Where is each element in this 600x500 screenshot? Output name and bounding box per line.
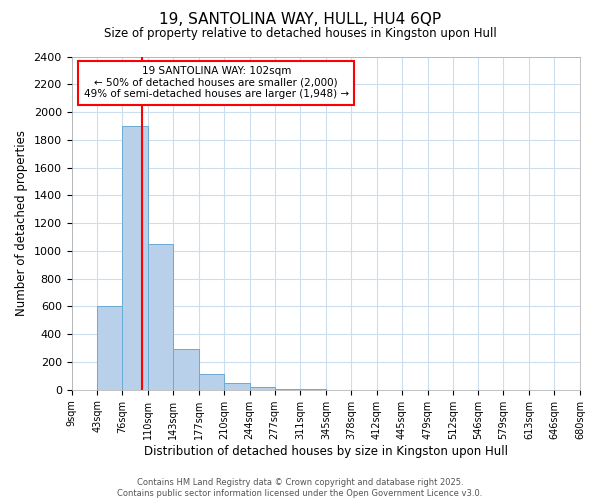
Bar [97, 306, 122, 390]
Bar [199, 374, 224, 390]
Bar [224, 384, 250, 390]
X-axis label: Distribution of detached houses by size in Kingston upon Hull: Distribution of detached houses by size … [144, 444, 508, 458]
Text: 19, SANTOLINA WAY, HULL, HU4 6QP: 19, SANTOLINA WAY, HULL, HU4 6QP [159, 12, 441, 28]
Bar [122, 126, 148, 390]
Text: Size of property relative to detached houses in Kingston upon Hull: Size of property relative to detached ho… [104, 28, 496, 40]
Bar [250, 387, 275, 390]
Y-axis label: Number of detached properties: Number of detached properties [15, 130, 28, 316]
Bar [148, 244, 173, 390]
Bar [173, 350, 199, 390]
Text: 19 SANTOLINA WAY: 102sqm
← 50% of detached houses are smaller (2,000)
49% of sem: 19 SANTOLINA WAY: 102sqm ← 50% of detach… [84, 66, 349, 100]
Bar [275, 389, 301, 390]
Text: Contains HM Land Registry data © Crown copyright and database right 2025.
Contai: Contains HM Land Registry data © Crown c… [118, 478, 482, 498]
